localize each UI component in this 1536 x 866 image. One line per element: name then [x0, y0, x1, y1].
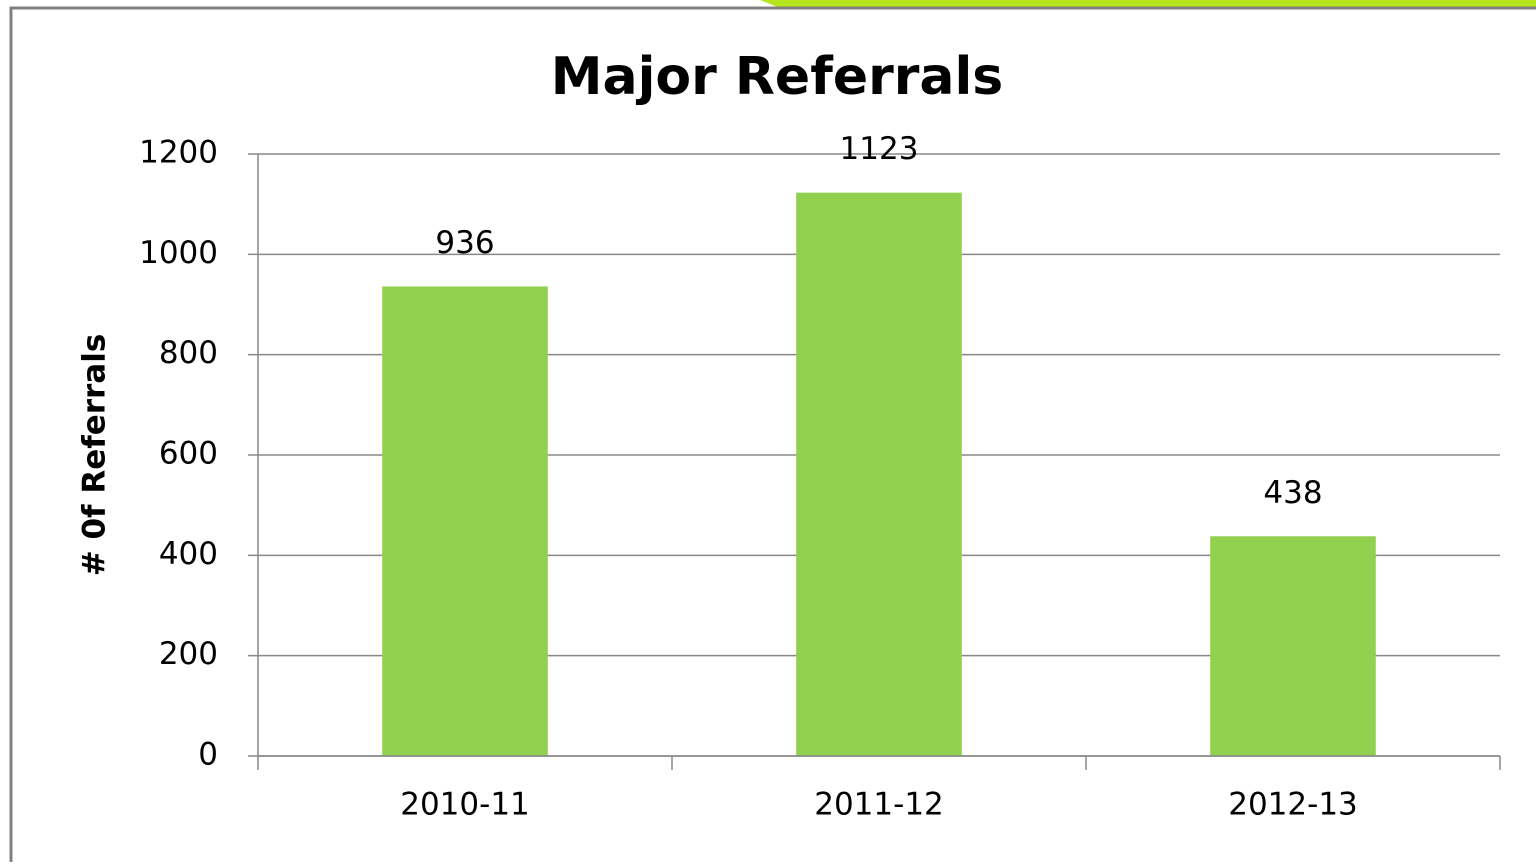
y-axis-label: # 0f Referrals — [77, 334, 113, 577]
bar — [796, 192, 962, 757]
y-tick-label: 800 — [159, 335, 218, 371]
data-label: 936 — [435, 225, 494, 261]
chart-title: Major Referrals — [551, 47, 1004, 107]
y-tick-label: 600 — [159, 436, 218, 472]
x-tick-label: 2012-13 — [1228, 787, 1358, 823]
chart-border — [9, 6, 1536, 862]
y-tick-label: 0 — [198, 737, 218, 773]
decoration — [760, 0, 1536, 8]
x-tick-label: 2010-11 — [400, 787, 530, 823]
y-tick-label: 200 — [159, 636, 218, 672]
x-tick-label: 2011-12 — [814, 787, 944, 823]
y-tick-label: 400 — [159, 536, 218, 572]
y-tick-label: 1000 — [139, 235, 218, 271]
data-label: 438 — [1263, 475, 1322, 511]
data-label: 1123 — [840, 131, 919, 167]
bar — [1210, 536, 1376, 756]
bar — [382, 286, 548, 756]
y-tick-label: 1200 — [139, 135, 218, 171]
